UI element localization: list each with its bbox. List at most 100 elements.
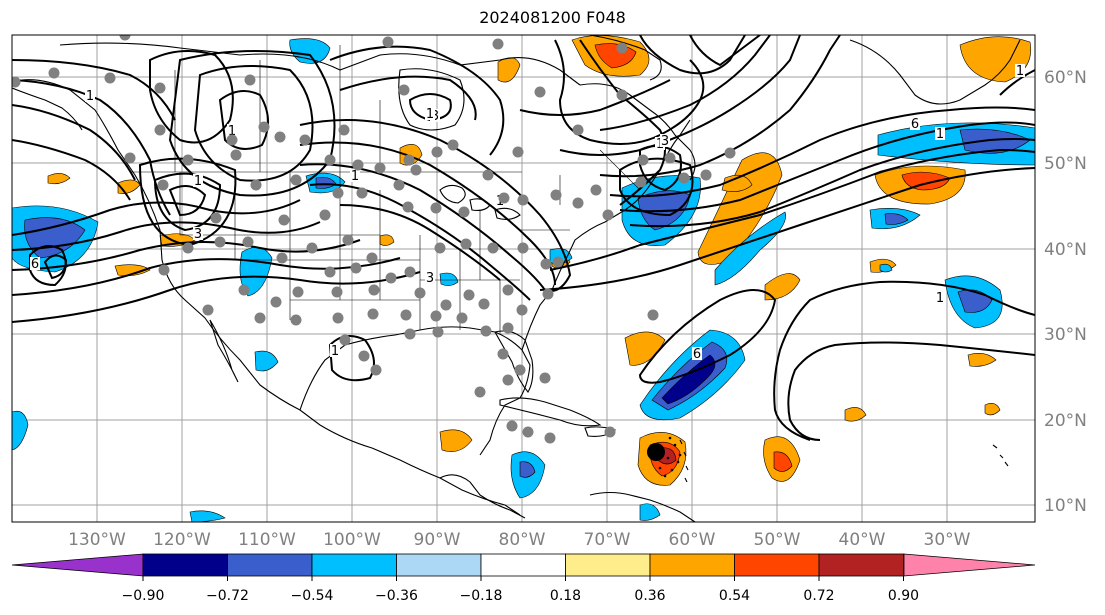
observation-site-dot — [616, 42, 628, 54]
storm-center-dot[interactable] — [647, 443, 665, 461]
observation-site-dot — [398, 84, 410, 96]
observation-site-dot — [506, 420, 518, 432]
observation-site-dot — [647, 309, 659, 321]
observation-site-dot — [664, 152, 676, 164]
colorbar-tick-label: 0.90 — [888, 588, 919, 604]
plot-title: 2024081200 F048 — [479, 8, 626, 27]
lon-label: 130°W — [68, 530, 126, 550]
observation-site-dot — [154, 124, 166, 136]
colorbar-bin — [311, 553, 397, 577]
contour-label: 3 — [661, 134, 669, 149]
observation-site-dot — [534, 86, 546, 98]
colorbar-bin — [818, 553, 904, 577]
positive-anomaly-small-1 — [439, 429, 473, 452]
observation-site-dot — [230, 149, 242, 161]
lat-label: 30°N — [1044, 325, 1087, 345]
baja-peninsula — [209, 319, 239, 383]
observation-site-dot — [158, 264, 170, 276]
observation-site-dot — [226, 134, 238, 146]
observation-site-dot — [366, 252, 378, 264]
observation-site-dot — [404, 328, 416, 340]
observation-site-dot — [572, 197, 584, 209]
observation-sites — [12, 35, 736, 444]
alaska-coast — [12, 87, 83, 131]
observation-site-dot — [402, 201, 414, 213]
contour-label-bg — [935, 291, 945, 304]
negative-anomaly-gulf — [439, 272, 459, 286]
observation-site-dot — [440, 299, 452, 311]
observation-site-dot — [385, 272, 397, 284]
observation-site-dot — [104, 72, 116, 84]
south-america-coast — [589, 491, 696, 522]
contour-label-bg — [425, 107, 435, 120]
coastlines — [12, 35, 1021, 522]
contour-label: 1 — [426, 107, 434, 122]
observation-site-dot — [242, 236, 254, 248]
colorbar-tick-label: −0.18 — [460, 588, 503, 604]
observation-site-dot — [637, 154, 649, 166]
lat-label: 50°N — [1044, 154, 1087, 174]
contour-label-bg — [193, 174, 203, 187]
observation-site-dot — [202, 304, 214, 316]
observation-site-dot — [290, 174, 302, 186]
observation-site-dot — [590, 184, 602, 196]
colorbar-bin — [734, 553, 820, 577]
positive-anomaly-small-12 — [984, 403, 1001, 416]
contour-label: 1 — [194, 174, 202, 189]
observation-site-dot — [124, 152, 136, 164]
observation-site-dot — [319, 209, 331, 221]
positive-anomaly-bahamas — [624, 331, 666, 366]
lon-label: 80°W — [499, 530, 546, 550]
observation-site-dot — [512, 146, 524, 158]
positive-anomaly-atlantic-band-tail — [721, 174, 753, 192]
lon-label: 70°W — [584, 530, 631, 550]
observation-site-dot — [238, 284, 250, 296]
positive-anomaly-greenland — [959, 36, 1032, 83]
observation-site-dot — [339, 334, 351, 346]
observation-site-dot — [502, 322, 514, 334]
contour-label: 6 — [911, 117, 919, 132]
observation-site-dot — [517, 242, 529, 254]
lat-label: 20°N — [1044, 411, 1087, 431]
observation-site-dot — [254, 312, 266, 324]
observation-site-dot — [352, 159, 364, 171]
observation-site-dot — [552, 256, 564, 268]
observation-site-dot — [430, 310, 442, 322]
observation-site-dot — [157, 179, 169, 191]
lat-label: 40°N — [1044, 240, 1087, 260]
observation-site-dot — [487, 242, 499, 254]
greenland-coast — [589, 35, 1021, 105]
observation-site-dot — [616, 89, 628, 101]
observation-site-dot — [154, 82, 166, 94]
observation-site-dot — [540, 258, 552, 270]
observation-site-dot — [324, 154, 336, 166]
contour-label-bg — [85, 89, 95, 102]
contour-label: 1 — [1016, 64, 1024, 79]
observation-site-dot — [182, 242, 194, 254]
lat-label: 10°N — [1044, 496, 1087, 516]
observation-site-dot — [324, 266, 336, 278]
colorbar-tick-label: 0.54 — [719, 588, 750, 604]
observation-site-dot — [447, 139, 459, 151]
observation-site-dot — [514, 364, 526, 376]
negative-anomaly-atlantic-streak — [714, 211, 787, 286]
colorbar-tick-label: 0.36 — [634, 588, 665, 604]
observation-site-dot — [367, 308, 379, 320]
observation-site-dot — [358, 350, 370, 362]
positive-anomaly-small-8 — [844, 407, 867, 422]
observation-site-dot — [270, 296, 282, 308]
contour-label-bg — [193, 227, 203, 240]
colorbar-under-arrow — [11, 553, 144, 577]
observation-site-dot — [539, 372, 551, 384]
colorbar-tick-label: 0.72 — [803, 588, 834, 604]
negative-anomaly-caribbean-core — [519, 461, 536, 478]
observation-site-dot — [482, 169, 494, 181]
map-background — [12, 35, 1035, 522]
contour-label: 1 — [351, 169, 359, 184]
contour-label: 1 — [936, 127, 944, 142]
colorbar-tick-label: −0.54 — [291, 588, 334, 604]
observation-site-dot — [12, 76, 21, 88]
pacific-coast — [21, 79, 521, 516]
observation-site-dot — [292, 286, 304, 298]
